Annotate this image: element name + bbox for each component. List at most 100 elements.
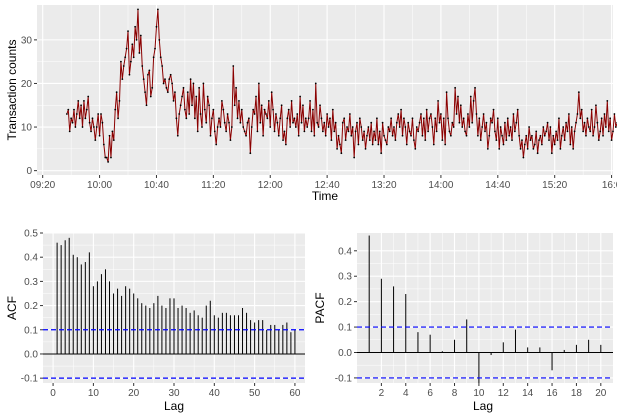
pacf-x-tick-label: 20 — [595, 388, 607, 399]
ts-data-point — [137, 8, 139, 11]
ts-data-point — [472, 100, 475, 102]
ts-data-point — [468, 126, 471, 128]
ts-x-tick-label: 09:20 — [30, 180, 55, 191]
ts-data-point — [120, 60, 122, 63]
ts-data-point — [448, 130, 451, 133]
ts-data-point — [412, 139, 415, 142]
ts-data-point — [230, 126, 233, 128]
ts-data-point — [110, 156, 112, 159]
pacf-chart: -0.1 0.0 0.1 0.2 0.3 0.4 2 4 6 8 10 12 14 16 18 20 Lag… — [313, 233, 613, 413]
ts-data-point — [138, 52, 141, 54]
ts-data-point — [176, 134, 179, 137]
ts-series — [65, 8, 617, 163]
ts-data-point — [171, 82, 174, 85]
ts-data-point — [336, 147, 338, 150]
ts-data-point — [155, 25, 158, 28]
pacf-x-tick-label: 6 — [427, 388, 433, 399]
ts-data-point — [488, 134, 491, 137]
acf-y-tick-label: 0.2 — [24, 301, 38, 312]
ts-data-point — [188, 113, 191, 115]
ts-data-point — [326, 113, 329, 115]
ts-data-point — [84, 117, 87, 120]
ts-data-point — [181, 95, 183, 98]
ts-data-point — [175, 117, 178, 120]
ts-y-tick-label: 30 — [21, 35, 33, 46]
ts-data-point — [374, 139, 377, 142]
ts-data-point — [191, 104, 193, 107]
pacf-y-axis-title: PACF — [313, 292, 327, 323]
ts-data-point — [81, 126, 84, 128]
ts-data-point — [484, 130, 486, 133]
ts-data-point — [141, 65, 144, 67]
pacf-confidence-bounds — [357, 326, 613, 379]
pacf-y-tick-label: 0.1 — [338, 323, 352, 334]
ts-data-point — [262, 134, 265, 137]
ts-x-tick-label: 13:20 — [372, 180, 397, 191]
ts-data-point — [238, 100, 240, 102]
ts-data-point — [307, 117, 310, 120]
ts-data-point — [297, 134, 300, 137]
ts-data-point — [302, 104, 304, 107]
ts-data-point — [334, 121, 337, 124]
ts-data-point — [198, 86, 201, 89]
pacf-x-axis: 2 4 6 8 10 12 14 16 18 20 — [379, 383, 607, 399]
ts-data-point — [85, 108, 88, 111]
ts-data-point — [513, 130, 516, 133]
ts-data-point — [397, 113, 400, 115]
acf-x-tick-label: 20 — [128, 388, 140, 399]
ts-data-point — [91, 117, 94, 120]
ts-y-axis-title: Transaction counts — [5, 40, 19, 141]
ts-data-point — [253, 113, 256, 115]
ts-data-point — [378, 130, 381, 133]
acf-y-tick-label: 0.0 — [24, 349, 38, 360]
ts-data-point — [539, 134, 542, 137]
ts-data-point — [501, 134, 503, 137]
ts-data-point — [306, 126, 309, 128]
ts-data-point — [566, 130, 569, 133]
ts-data-point — [148, 69, 151, 72]
ts-data-point — [186, 91, 189, 94]
ts-data-point — [129, 60, 132, 63]
ts-data-point — [434, 117, 437, 120]
ts-data-point — [209, 134, 212, 137]
ts-x-tick-label: 15:20 — [542, 180, 567, 191]
ts-data-point — [121, 78, 124, 80]
ts-data-point — [108, 134, 111, 137]
ts-data-point — [135, 38, 138, 41]
ts-data-point — [236, 117, 239, 120]
ts-data-point — [296, 113, 299, 115]
ts-data-point — [246, 121, 249, 124]
ts-data-point — [290, 100, 293, 102]
acf-y-tick-label: 0.5 — [24, 229, 38, 240]
ts-data-point — [184, 108, 186, 111]
ts-data-point — [582, 130, 585, 133]
ts-data-point — [169, 73, 172, 76]
ts-data-point — [77, 100, 80, 102]
ts-data-point — [260, 104, 263, 107]
ts-data-point — [111, 130, 114, 133]
ts-data-point — [467, 113, 469, 115]
ts-data-point — [531, 134, 533, 137]
ts-data-point — [92, 126, 95, 128]
pacf-x-tick-label: 4 — [403, 388, 409, 399]
ts-data-point — [495, 139, 498, 142]
ts-data-point — [73, 108, 75, 111]
pacf-x-tick-label: 18 — [571, 388, 583, 399]
ts-data-point — [526, 147, 529, 150]
ts-data-point — [549, 126, 552, 128]
ts-data-point — [414, 147, 417, 150]
ts-data-point — [482, 113, 485, 115]
ts-data-point — [249, 152, 252, 155]
ts-data-point — [553, 143, 556, 146]
ts-data-point — [445, 91, 448, 94]
ts-data-point — [87, 95, 90, 98]
ts-data-point — [139, 34, 142, 37]
ts-data-point — [286, 117, 289, 120]
ts-data-point — [610, 139, 613, 142]
ts-data-point — [68, 130, 71, 133]
ts-x-axis: 09:20 10:00 10:40 11:20 12:00 12:40 13:20 14:00… — [30, 175, 617, 191]
ts-data-point — [321, 130, 324, 133]
ts-data-point — [529, 139, 532, 142]
ts-data-point — [71, 121, 74, 124]
ts-x-tick-label: 12:40 — [315, 180, 340, 191]
